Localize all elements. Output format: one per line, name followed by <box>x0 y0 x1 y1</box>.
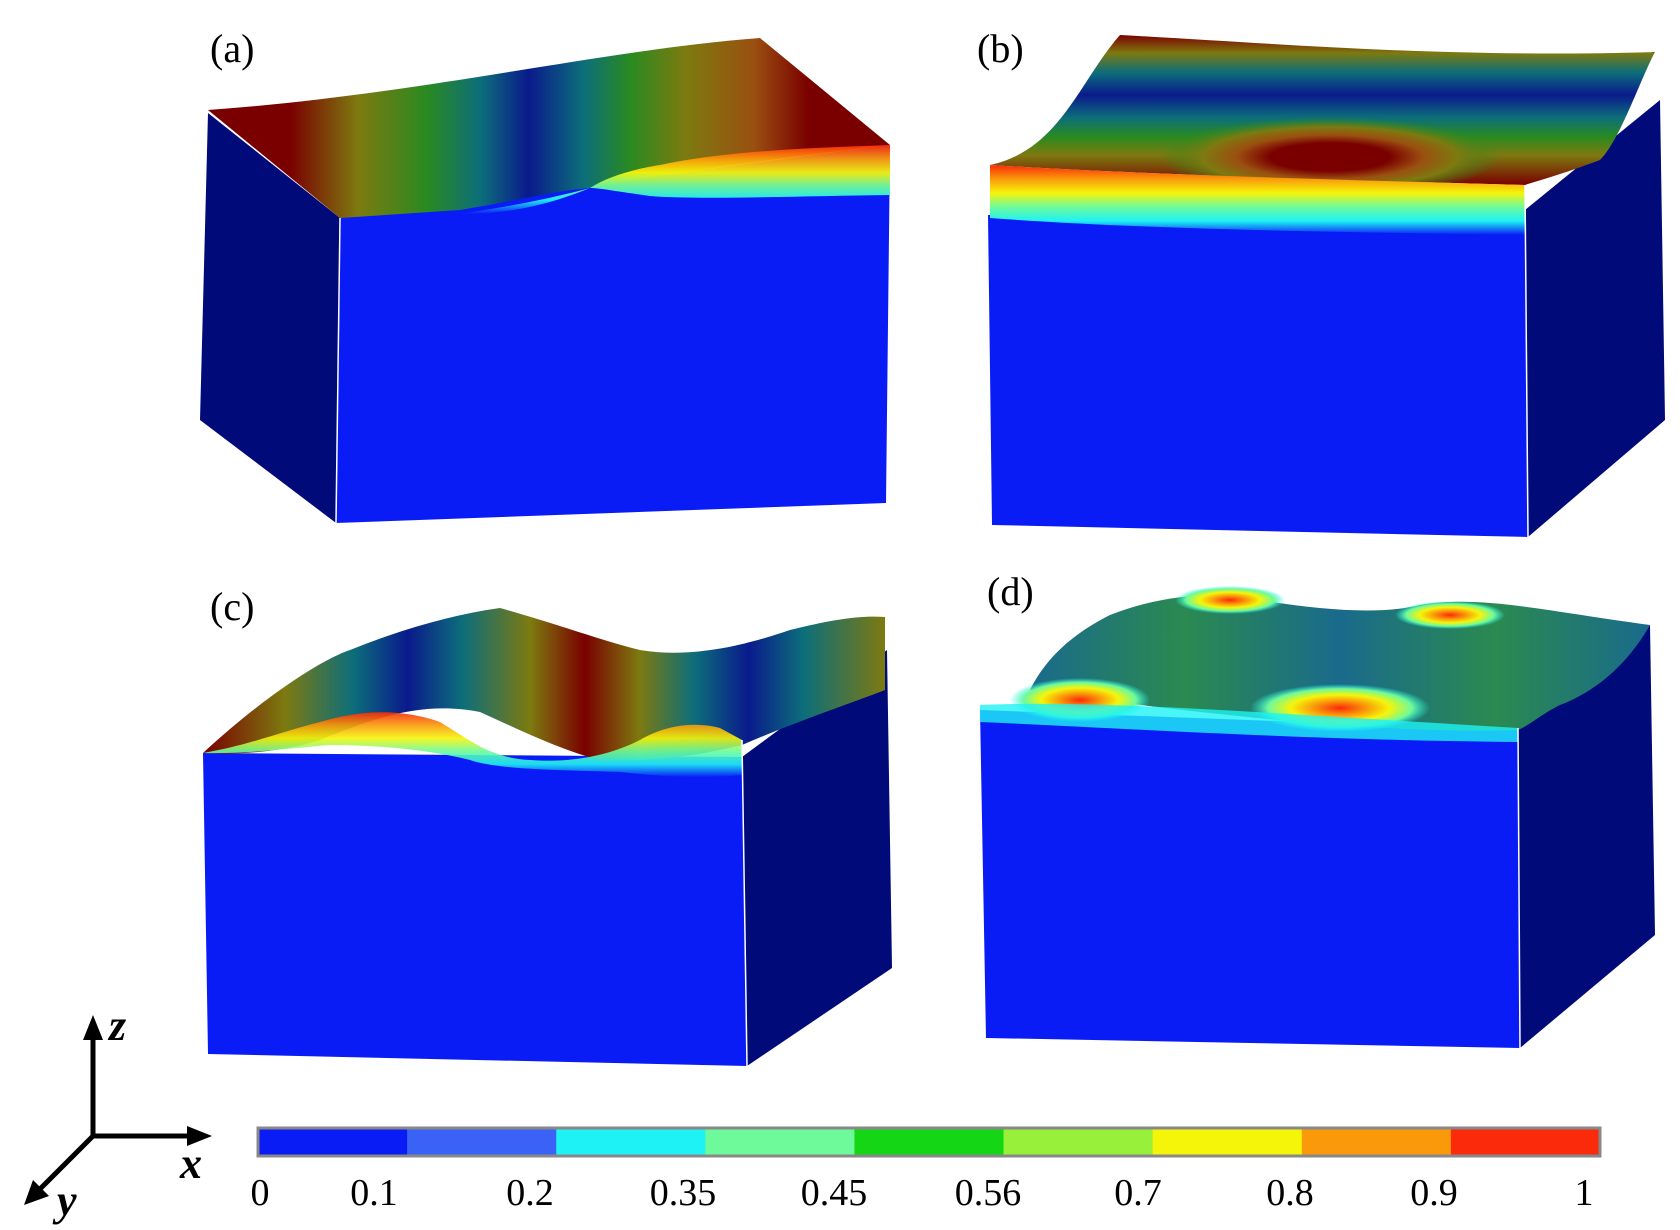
colorbar-tick-label: 0.1 <box>350 1172 398 1214</box>
colorbar-segment <box>1301 1128 1452 1156</box>
panel-a-side-face <box>200 113 340 523</box>
panel-b-front-contour <box>990 165 1525 235</box>
colorbar-tick-label: 0.56 <box>955 1172 1022 1214</box>
z-axis-arrowhead <box>83 1015 103 1040</box>
panel-a-front-face <box>336 145 890 523</box>
colorbar-segment <box>407 1128 557 1156</box>
panel-b-side-face <box>1525 100 1665 537</box>
panel-c-top-surface <box>203 608 885 761</box>
colorbar-tick-label: 0.8 <box>1266 1172 1314 1214</box>
panel-label-c: (c) <box>210 584 254 629</box>
panel-label-b: (b) <box>977 26 1024 71</box>
panel-c-front-contour <box>203 712 742 778</box>
colorbar-frame <box>256 1126 1602 1158</box>
panel-a-top-surface <box>208 38 890 218</box>
y-axis <box>33 1134 95 1196</box>
colorbar-tick-label: 1 <box>1575 1172 1594 1214</box>
colorbar-tick-label: 0.35 <box>650 1172 717 1214</box>
colorbar-tick-label: 0.45 <box>801 1172 868 1214</box>
colorbar-segment <box>1450 1128 1601 1156</box>
colorbar: 0 0.1 0.2 0.35 0.45 0.56 0.7 0.8 0.9 1 <box>251 1126 1602 1214</box>
panel-b: (b) <box>977 26 1665 538</box>
panel-d-top-surface <box>1030 595 1650 731</box>
panel-c-side-face <box>742 650 892 1066</box>
colorbar-segment <box>1003 1128 1154 1156</box>
panel-d-hot-spot-3 <box>1175 586 1285 614</box>
y-axis-label: y <box>52 1176 77 1225</box>
panel-label-a: (a) <box>210 26 254 71</box>
panel-d-front-face <box>980 710 1520 1048</box>
panel-d-side-face <box>1518 625 1655 1048</box>
colorbar-segment <box>258 1128 408 1156</box>
panel-d: (d) <box>980 569 1655 1049</box>
x-axis-label: x <box>179 1139 202 1188</box>
colorbar-segment <box>1152 1128 1303 1156</box>
panel-d-front-contour <box>980 703 1518 742</box>
panel-c: (c) <box>203 584 892 1067</box>
colorbar-tick-label: 0.7 <box>1114 1172 1162 1214</box>
y-axis-arrowhead <box>24 1180 49 1205</box>
panel-a: (a) <box>200 26 890 524</box>
colorbar-segment <box>854 1128 1005 1156</box>
panel-a-front-contour <box>460 145 890 214</box>
colorbar-segment <box>556 1128 706 1156</box>
panel-c-front-face <box>203 753 747 1066</box>
colorbar-tick-label: 0.9 <box>1410 1172 1458 1214</box>
panel-b-front-face <box>988 210 1528 537</box>
colorbar-segment <box>705 1128 855 1156</box>
colorbar-tick-label: 0 <box>251 1172 270 1214</box>
z-axis-label: z <box>107 1001 126 1050</box>
colorbar-tick-label: 0.2 <box>506 1172 554 1214</box>
x-axis-arrowhead <box>187 1126 212 1146</box>
coordinate-axes <box>24 1015 212 1205</box>
panel-d-hot-spot-4 <box>1395 601 1505 629</box>
panel-label-d: (d) <box>987 569 1034 614</box>
